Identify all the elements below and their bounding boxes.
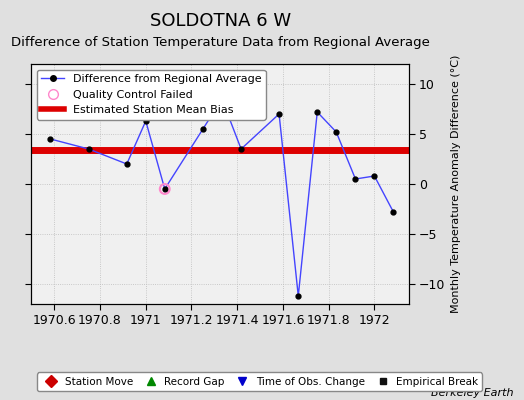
Difference from Regional Average [161,186,168,192]
Difference from Regional Average [352,177,358,182]
Quality Control Failed [160,186,169,192]
Text: Berkeley Earth: Berkeley Earth [431,388,514,398]
Difference from Regional Average [333,130,340,134]
Legend: Station Move, Record Gap, Time of Obs. Change, Empirical Break: Station Move, Record Gap, Time of Obs. C… [37,372,483,391]
Difference from Regional Average [372,174,378,178]
Difference from Regional Average [143,118,149,123]
Difference from Regional Average [314,110,320,114]
Difference from Regional Average [219,96,225,101]
Difference from Regional Average [47,137,53,142]
Difference from Regional Average [124,162,130,166]
Difference from Regional Average [295,294,301,298]
Legend: Difference from Regional Average, Quality Control Failed, Estimated Station Mean: Difference from Regional Average, Qualit… [37,70,266,120]
Line: Difference from Regional Average: Difference from Regional Average [48,96,396,298]
Y-axis label: Monthly Temperature Anomaly Difference (°C): Monthly Temperature Anomaly Difference (… [451,55,461,313]
Text: Difference of Station Temperature Data from Regional Average: Difference of Station Temperature Data f… [10,36,430,49]
Text: SOLDOTNA 6 W: SOLDOTNA 6 W [149,12,291,30]
Difference from Regional Average [238,146,244,151]
Difference from Regional Average [276,112,282,116]
Difference from Regional Average [200,126,206,131]
Difference from Regional Average [85,146,92,151]
Difference from Regional Average [390,210,397,214]
